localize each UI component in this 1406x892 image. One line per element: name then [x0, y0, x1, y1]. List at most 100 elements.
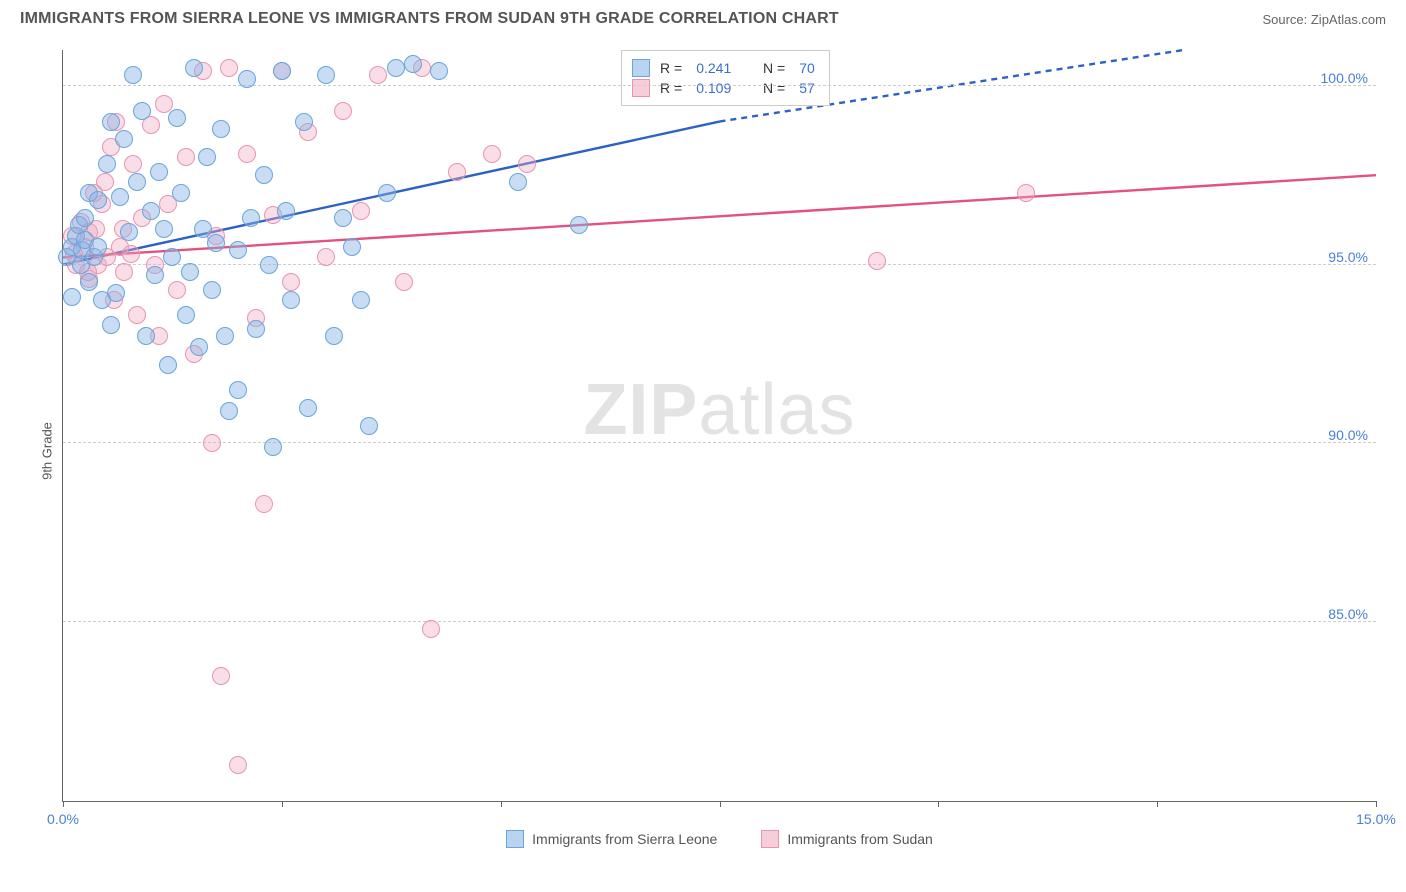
scatter-point-sierra-leone — [137, 327, 155, 345]
legend-r-label: R = — [660, 80, 682, 96]
scatter-point-sierra-leone — [229, 381, 247, 399]
scatter-point-sierra-leone — [124, 66, 142, 84]
scatter-point-sierra-leone — [295, 113, 313, 131]
y-tick-label: 85.0% — [1328, 606, 1368, 622]
scatter-point-sierra-leone — [155, 220, 173, 238]
scatter-point-sudan — [124, 155, 142, 173]
legend-n-value-sudan: 57 — [799, 80, 815, 96]
scatter-point-sudan — [212, 667, 230, 685]
legend-label-sudan: Immigrants from Sudan — [787, 831, 933, 847]
scatter-point-sierra-leone — [207, 234, 225, 252]
scatter-point-sierra-leone — [102, 113, 120, 131]
chart-container: 9th Grade ZIPatlas R = 0.241 N = 70 R = 0.10… — [20, 40, 1386, 862]
scatter-point-sudan — [203, 434, 221, 452]
scatter-point-sierra-leone — [238, 70, 256, 88]
x-tick — [1157, 801, 1158, 807]
scatter-point-sierra-leone — [185, 59, 203, 77]
scatter-point-sudan — [369, 66, 387, 84]
scatter-point-sierra-leone — [172, 184, 190, 202]
x-tick — [63, 801, 64, 807]
scatter-point-sudan — [395, 273, 413, 291]
scatter-point-sierra-leone — [343, 238, 361, 256]
gridline — [63, 621, 1376, 622]
plot-area: ZIPatlas R =0.241 N =70R =0.109 N =57 Im… — [62, 50, 1376, 802]
scatter-point-sierra-leone — [93, 291, 111, 309]
scatter-point-sudan — [422, 620, 440, 638]
scatter-point-sierra-leone — [89, 191, 107, 209]
scatter-point-sudan — [128, 306, 146, 324]
scatter-point-sierra-leone — [247, 320, 265, 338]
legend-n-label: N = — [763, 60, 785, 76]
scatter-point-sierra-leone — [334, 209, 352, 227]
scatter-point-sierra-leone — [181, 263, 199, 281]
scatter-point-sierra-leone — [277, 202, 295, 220]
scatter-point-sudan — [229, 756, 247, 774]
scatter-point-sierra-leone — [273, 62, 291, 80]
legend-r-value-sierra-leone: 0.241 — [696, 60, 731, 76]
scatter-point-sierra-leone — [255, 166, 273, 184]
scatter-point-sierra-leone — [216, 327, 234, 345]
scatter-point-sierra-leone — [212, 120, 230, 138]
scatter-point-sudan — [177, 148, 195, 166]
scatter-point-sierra-leone — [220, 402, 238, 420]
scatter-point-sierra-leone — [98, 155, 116, 173]
source-prefix: Source: — [1262, 12, 1310, 27]
legend-swatch-sudan — [761, 830, 779, 848]
scatter-point-sierra-leone — [378, 184, 396, 202]
x-tick — [282, 801, 283, 807]
scatter-point-sierra-leone — [260, 256, 278, 274]
scatter-point-sierra-leone — [325, 327, 343, 345]
legend-stats-row-sierra-leone: R = 0.241 N = 70 — [632, 59, 819, 77]
scatter-point-sierra-leone — [229, 241, 247, 259]
scatter-point-sierra-leone — [168, 109, 186, 127]
x-tick — [938, 801, 939, 807]
scatter-point-sierra-leone — [76, 209, 94, 227]
y-tick-label: 90.0% — [1328, 427, 1368, 443]
scatter-point-sudan — [282, 273, 300, 291]
scatter-point-sierra-leone — [352, 291, 370, 309]
scatter-point-sudan — [220, 59, 238, 77]
scatter-point-sierra-leone — [282, 291, 300, 309]
scatter-point-sierra-leone — [120, 223, 138, 241]
scatter-point-sierra-leone — [63, 288, 81, 306]
x-tick — [1376, 801, 1377, 807]
legend-swatch-sierra-leone — [506, 830, 524, 848]
legend-n-value-sierra-leone: 70 — [799, 60, 815, 76]
scatter-point-sierra-leone — [194, 220, 212, 238]
scatter-point-sierra-leone — [190, 338, 208, 356]
scatter-point-sudan — [448, 163, 466, 181]
legend-r-value-sudan: 0.109 — [696, 80, 731, 96]
legend-stats-row-sudan: R =0.109 N =57 — [632, 79, 819, 97]
legend-r-label: R = — [660, 60, 682, 76]
scatter-point-sierra-leone — [102, 316, 120, 334]
scatter-point-sierra-leone — [404, 55, 422, 73]
scatter-point-sudan — [96, 173, 114, 191]
scatter-point-sudan — [238, 145, 256, 163]
scatter-point-sudan — [352, 202, 370, 220]
chart-title: IMMIGRANTS FROM SIERRA LEONE VS IMMIGRAN… — [20, 10, 839, 28]
scatter-point-sierra-leone — [264, 438, 282, 456]
scatter-point-sudan — [155, 95, 173, 113]
scatter-point-sierra-leone — [163, 248, 181, 266]
gridline — [63, 442, 1376, 443]
watermark: ZIPatlas — [583, 369, 855, 451]
trend-lines-layer — [63, 50, 1376, 801]
scatter-point-sudan — [255, 495, 273, 513]
x-tick — [501, 801, 502, 807]
scatter-point-sierra-leone — [142, 202, 160, 220]
watermark-atlas: atlas — [698, 370, 855, 450]
scatter-point-sierra-leone — [317, 66, 335, 84]
scatter-point-sudan — [868, 252, 886, 270]
scatter-point-sierra-leone — [299, 399, 317, 417]
scatter-point-sierra-leone — [115, 130, 133, 148]
scatter-point-sierra-leone — [128, 173, 146, 191]
scatter-point-sierra-leone — [360, 417, 378, 435]
source-link[interactable]: ZipAtlas.com — [1311, 12, 1386, 27]
scatter-point-sierra-leone — [111, 188, 129, 206]
scatter-point-sierra-leone — [89, 238, 107, 256]
watermark-zip: ZIP — [583, 370, 698, 450]
scatter-point-sierra-leone — [80, 273, 98, 291]
scatter-point-sierra-leone — [430, 62, 448, 80]
y-axis-label: 9th Grade — [39, 422, 54, 480]
y-tick-label: 95.0% — [1328, 249, 1368, 265]
